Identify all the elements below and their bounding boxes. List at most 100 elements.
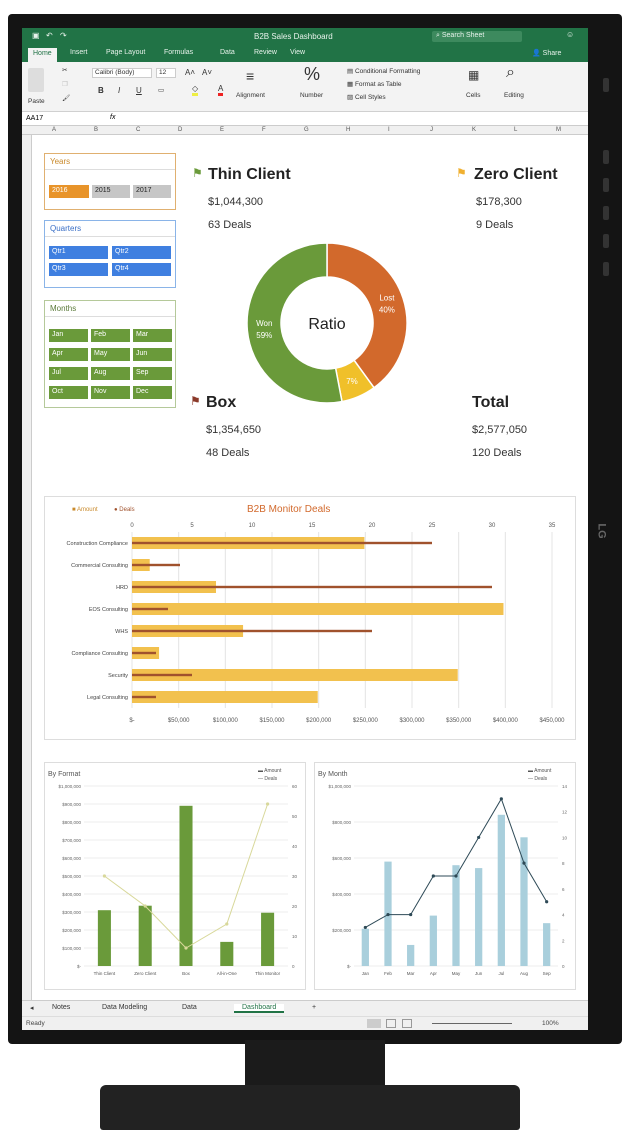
number-format-icon[interactable]: %: [304, 64, 321, 84]
italic-button[interactable]: I: [118, 86, 121, 95]
month-chart-title: By Month: [318, 771, 348, 778]
y-category-label: Commercial Consulting: [71, 563, 128, 569]
format-painter-icon[interactable]: 🖌: [62, 95, 71, 102]
scroll-tabs-left-icon[interactable]: ◂: [30, 1005, 34, 1012]
fill-color-icon[interactable]: ◇: [192, 84, 199, 96]
x-category-label: May: [452, 971, 461, 976]
slicer-item-apr[interactable]: Apr: [49, 348, 88, 361]
x-tick-deals: 30: [489, 523, 496, 529]
normal-view-icon[interactable]: [367, 1019, 381, 1028]
slicer-item-oct[interactable]: Oct: [49, 386, 88, 399]
slicer-item-qtr3[interactable]: Qtr3: [49, 263, 108, 276]
slicer-item-qtr4[interactable]: Qtr4: [112, 263, 171, 276]
slicer-item-qtr2[interactable]: Qtr2: [112, 246, 171, 259]
slicer-item-mar[interactable]: Mar: [133, 329, 172, 342]
monitor-button[interactable]: [603, 262, 609, 276]
kpi-thin-client-title: Thin Client: [208, 166, 291, 183]
bold-button[interactable]: B: [98, 86, 104, 95]
column-header[interactable]: E: [220, 127, 225, 133]
page-layout-view-icon[interactable]: [386, 1019, 396, 1028]
slicer-item-dec[interactable]: Dec: [133, 386, 172, 399]
zoom-slider[interactable]: [432, 1023, 512, 1024]
slicer-item-jun[interactable]: Jun: [133, 348, 172, 361]
slicer-item-feb[interactable]: Feb: [91, 329, 130, 342]
tab-page-layout[interactable]: Page Layout: [106, 49, 146, 56]
slicer-item-jul[interactable]: Jul: [49, 367, 88, 380]
y-tick: $-: [347, 964, 352, 969]
cell-styles-button[interactable]: ▨ Cell Styles: [347, 94, 386, 101]
column-header[interactable]: B: [94, 127, 99, 133]
column-header[interactable]: K: [472, 127, 477, 133]
tab-insert[interactable]: Insert: [70, 49, 88, 56]
kpi-thin-client-amount: $1,044,300: [208, 196, 264, 208]
x-category-label: Jan: [362, 971, 370, 976]
sheet-tab-data[interactable]: Data: [182, 1004, 197, 1011]
slicer-item-qtr1[interactable]: Qtr1: [49, 246, 108, 259]
month-chart-bar: [407, 944, 415, 966]
slicer-item-sep[interactable]: Sep: [133, 367, 172, 380]
column-header[interactable]: F: [262, 127, 266, 133]
x-tick-amount: $50,000: [168, 718, 190, 724]
sheet-tab-data-modeling[interactable]: Data Modeling: [102, 1004, 148, 1011]
slicer-item-2017[interactable]: 2017: [133, 185, 171, 198]
add-sheet-button[interactable]: +: [312, 1004, 317, 1011]
monitor-button[interactable]: [603, 178, 609, 192]
kpi-zero-client-amount: $178,300: [476, 196, 522, 208]
monitor-button[interactable]: [603, 234, 609, 248]
y2-tick: 8: [562, 861, 565, 866]
decrease-font-icon[interactable]: A˅: [202, 68, 213, 77]
tab-formulas[interactable]: Formulas: [164, 49, 194, 56]
slicer-item-may[interactable]: May: [91, 348, 130, 361]
format-table-label: Format as Table: [354, 81, 402, 88]
borders-icon[interactable]: ▭: [158, 87, 165, 94]
cells-icon[interactable]: ▦: [468, 68, 480, 82]
monitor-power-button[interactable]: [603, 78, 609, 92]
slicer-item-2016[interactable]: 2016: [49, 185, 89, 198]
search-sheet-input[interactable]: ⌕ Search Sheet: [432, 31, 522, 42]
tab-data[interactable]: Data: [220, 49, 235, 56]
column-header[interactable]: M: [556, 127, 561, 133]
slicer-item-jan[interactable]: Jan: [49, 329, 88, 342]
format-as-table-button[interactable]: ▦ Format as Table: [347, 81, 402, 88]
font-color-icon[interactable]: A: [218, 84, 224, 96]
name-box[interactable]: AA17: [26, 115, 44, 122]
save-icon[interactable]: ▣: [32, 31, 40, 40]
tab-review[interactable]: Review: [254, 49, 277, 56]
page-break-view-icon[interactable]: [402, 1019, 412, 1028]
column-header[interactable]: C: [136, 127, 141, 133]
slicer-item-nov[interactable]: Nov: [91, 386, 130, 399]
tab-view[interactable]: View: [290, 49, 306, 56]
increase-font-icon[interactable]: A˄: [185, 68, 196, 77]
slicer-item-2015[interactable]: 2015: [92, 185, 130, 198]
share-button[interactable]: 👤 Share: [532, 50, 562, 57]
column-header[interactable]: J: [430, 127, 433, 133]
alignment-icon[interactable]: ≡: [246, 68, 255, 84]
font-select[interactable]: Calibri (Body): [92, 68, 152, 78]
column-header[interactable]: L: [514, 127, 518, 133]
underline-button[interactable]: U: [136, 86, 142, 95]
redo-icon[interactable]: ↷: [60, 31, 67, 40]
sheet-tab-dashboard[interactable]: Dashboard: [234, 1004, 285, 1013]
slicer-item-aug[interactable]: Aug: [91, 367, 130, 380]
conditional-formatting-button[interactable]: ▤ Conditional Formatting: [347, 68, 421, 75]
fx-icon: fx: [110, 114, 116, 121]
column-header[interactable]: D: [178, 127, 183, 133]
undo-icon[interactable]: ↶: [46, 31, 53, 40]
monitor-button[interactable]: [603, 206, 609, 220]
column-header[interactable]: I: [388, 127, 390, 133]
cut-icon[interactable]: ✂: [62, 67, 68, 74]
format-chart-point: [102, 874, 106, 878]
sheet-tab-notes[interactable]: Notes: [52, 1004, 71, 1011]
monitor-button[interactable]: [603, 150, 609, 164]
x-tick-amount: $100,000: [213, 718, 239, 724]
font-size-select[interactable]: 12: [156, 68, 176, 78]
column-header[interactable]: A: [52, 127, 57, 133]
tab-home[interactable]: Home: [28, 48, 57, 62]
column-header[interactable]: H: [346, 127, 351, 133]
account-icon[interactable]: ☺: [566, 30, 575, 39]
paste-icon[interactable]: [28, 68, 44, 92]
copy-icon[interactable]: ❐: [62, 81, 68, 88]
column-header[interactable]: G: [304, 127, 309, 133]
editing-search-icon[interactable]: ⌕: [506, 64, 515, 81]
month-chart-point: [545, 900, 549, 904]
